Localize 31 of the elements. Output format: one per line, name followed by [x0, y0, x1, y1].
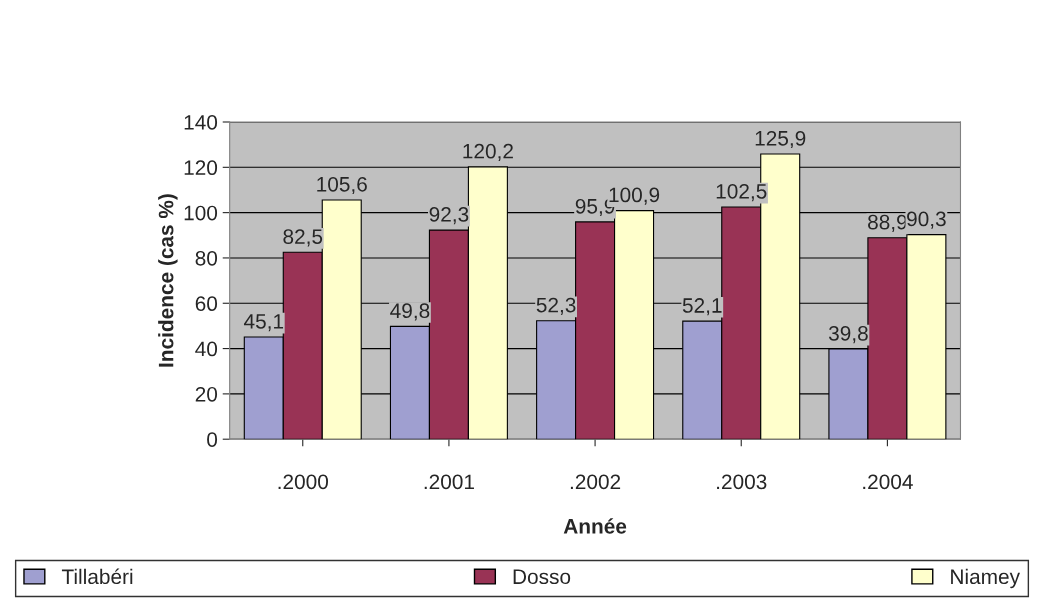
y-tick-label: 20: [195, 386, 218, 402]
data-label: 52,1: [682, 298, 722, 316]
x-axis-title: Année: [563, 518, 627, 534]
data-label: 125,9: [755, 130, 806, 149]
x-tick-label: .2001: [424, 474, 474, 490]
data-label: 120,2: [463, 143, 513, 162]
data-label: 49,8: [390, 303, 430, 321]
data-label: 52,3: [536, 297, 576, 315]
y-tick-label: 0: [207, 432, 218, 447]
y-tick-label: 60: [195, 296, 218, 312]
x-tick-label: .2004: [863, 474, 913, 490]
data-label: 88,9: [868, 214, 907, 232]
data-label: 102,5: [716, 183, 767, 202]
data-label: 90,3: [907, 211, 946, 229]
legend-label: Dosso: [513, 569, 571, 585]
legend-label: Niamey: [951, 568, 1020, 589]
y-axis-title: Incidence (cas %): [158, 194, 178, 367]
data-label: 105,6: [317, 176, 367, 195]
data-label: 45,1: [243, 314, 284, 332]
y-tick-label: 80: [195, 250, 218, 266]
y-tick-label: 140: [184, 115, 218, 130]
x-tick-label: .2002: [570, 474, 621, 490]
data-label: 82,5: [283, 229, 323, 247]
y-tick-label: 120: [184, 160, 218, 176]
x-tick-label: .2000: [278, 474, 329, 490]
y-tick-label: 100: [184, 205, 218, 221]
legend-label: Tillabéri: [61, 568, 133, 585]
data-label: 39,8: [828, 325, 868, 344]
data-label: 92,3: [429, 207, 469, 225]
y-tick-label: 40: [195, 341, 218, 357]
x-tick-label: .2003: [717, 474, 767, 490]
